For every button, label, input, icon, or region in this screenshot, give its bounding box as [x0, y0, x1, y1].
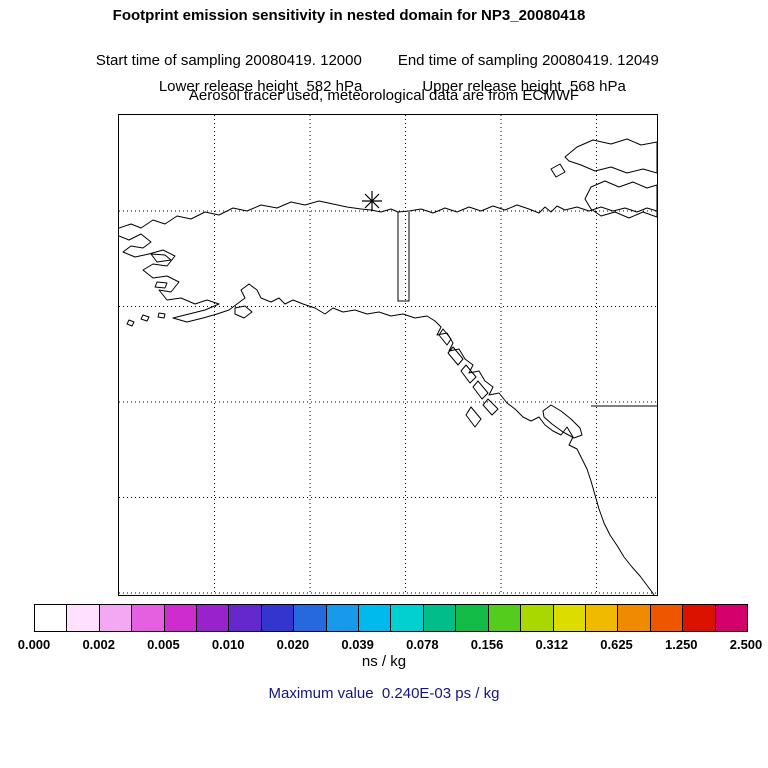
island-path	[150, 253, 172, 263]
island-path	[542, 404, 583, 439]
coastlines	[119, 138, 657, 595]
island-path	[234, 305, 253, 319]
maximum-value-line: Maximum value 0.240E-03 ps / kg	[268, 685, 500, 702]
colorbar-segment	[131, 605, 164, 631]
colorbar-segment	[358, 605, 391, 631]
start-time-text: Start time of sampling 20080419. 12000	[95, 52, 362, 69]
island-path	[472, 380, 489, 400]
colorbar-segment	[584, 605, 618, 631]
colorbar-segment	[617, 605, 650, 631]
island-path	[550, 163, 566, 178]
colorbar-tick-label: 0.010	[211, 637, 245, 652]
colorbar-tick-label: 0.156	[470, 637, 504, 652]
colorbar-tick-label: 0.039	[341, 637, 374, 652]
colorbar-segment	[520, 605, 553, 631]
lower-height-text: Lower release height 582 hPa	[158, 78, 363, 95]
island-path	[447, 346, 464, 366]
release-heights-line: Lower release height 582 hPa Upper releas…	[0, 61, 768, 112]
colorbar-segment	[552, 605, 585, 631]
colorbar-segment	[487, 605, 521, 631]
colorbar-segment	[260, 605, 294, 631]
island-path	[465, 406, 482, 428]
island-path	[126, 319, 135, 327]
island-path	[564, 138, 657, 174]
sampling-times-line: Start time of sampling 20080419. 12000 En…	[0, 35, 768, 86]
colorbar	[34, 604, 748, 632]
colorbar-tick-label: 0.625	[600, 637, 633, 652]
colorbar-segment	[422, 605, 456, 631]
colorbar-tick-label: 0.078	[406, 637, 439, 652]
upper-height-text: Upper release height 568 hPa	[422, 78, 626, 95]
island-path	[140, 314, 150, 322]
figure-title: Footprint emission sensitivity in nested…	[112, 7, 586, 24]
island-path	[438, 328, 452, 346]
colorbar-segment	[35, 605, 67, 631]
colorbar-units: ns / kg	[361, 653, 407, 670]
tracer-info-line: Aerosol tracer used, meteorological data…	[188, 87, 580, 104]
colorbar-segment	[649, 605, 683, 631]
release-location-marker	[362, 191, 382, 211]
colorbar-tick-label: 0.312	[535, 637, 569, 652]
colorbar-segment	[714, 605, 747, 631]
colorbar-segment	[390, 605, 423, 631]
colorbar-segment	[66, 605, 99, 631]
colorbar-tick-label: 1.250	[664, 637, 698, 652]
colorbar-tick-label: 0.000	[17, 637, 51, 652]
political-borders	[397, 212, 657, 407]
map-gridlines	[119, 115, 657, 595]
alaska-canada-border	[397, 212, 410, 302]
island-path	[157, 312, 166, 319]
map-panel	[118, 114, 658, 596]
island-path	[584, 180, 657, 219]
coastline-path	[119, 200, 657, 229]
colorbar-tick-label: 2.500	[729, 637, 763, 652]
colorbar-tick-label: 0.005	[147, 637, 180, 652]
end-time-text: End time of sampling 20080419. 12049	[397, 52, 659, 69]
colorbar-segment	[228, 605, 261, 631]
colorbar-segment	[682, 605, 715, 631]
colorbar-segment	[98, 605, 132, 631]
colorbar-segment	[455, 605, 488, 631]
island-path	[460, 364, 477, 384]
island-path	[154, 281, 168, 289]
coastline-path	[119, 233, 655, 595]
colorbar-segment	[163, 605, 197, 631]
colorbar-tick-label: 0.002	[82, 637, 115, 652]
island-path	[482, 398, 499, 416]
colorbar-tick-label: 0.020	[276, 637, 310, 652]
colorbar-segment	[196, 605, 229, 631]
colorbar-segment	[325, 605, 359, 631]
colorbar-segment	[293, 605, 326, 631]
colorbar-ticks: 0.000 0.002 0.005 0.010 0.020 0.039 0.078 0.156…	[18, 637, 763, 653]
